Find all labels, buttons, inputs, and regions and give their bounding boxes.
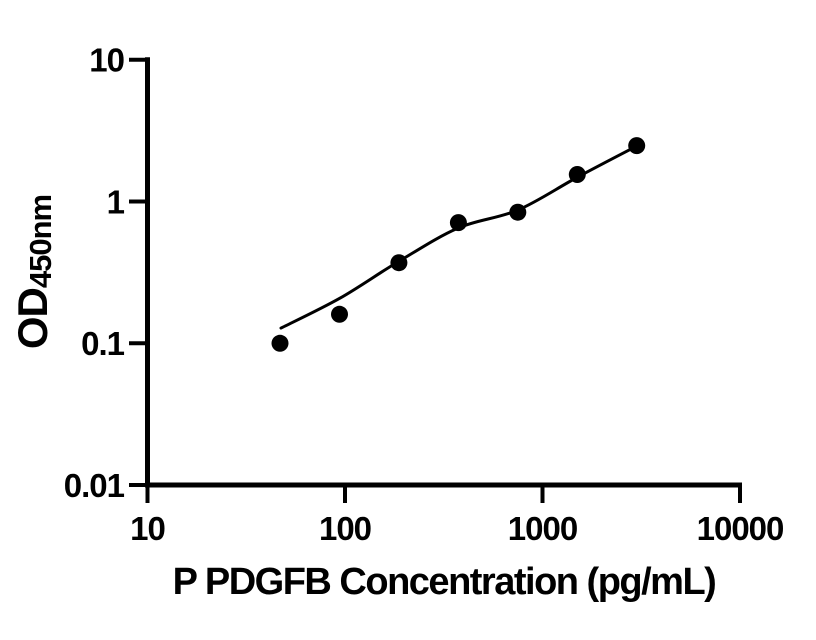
data-point [271,334,289,352]
x-axis-tick-label: 100 [319,510,371,547]
x-axis-title: P PDGFB Concentration (pg/mL) [148,561,740,604]
data-point [331,305,348,323]
data-point [628,137,646,155]
data-point [449,214,467,232]
x-axis-tick-label: 10000 [697,510,784,547]
y-axis-tick-label: 0.1 [81,325,125,362]
data-point [568,166,586,183]
x-axis-tick-label: 10 [130,510,165,547]
data-point [509,203,527,221]
data-point [390,254,408,272]
y-axis-title: OD450nm [9,194,59,350]
y-axis-tick-label: 10 [89,42,124,79]
y-axis-tick-label: 1 [107,183,125,220]
x-axis-tick-label: 1000 [508,510,577,547]
x-axis-title-text: P PDGFB Concentration (pg/mL) [172,561,717,603]
y-axis-tick-label: 0.01 [64,467,125,504]
y-axis-title-subscript: 450nm [23,194,59,289]
y-axis-title-main: OD [9,288,57,350]
